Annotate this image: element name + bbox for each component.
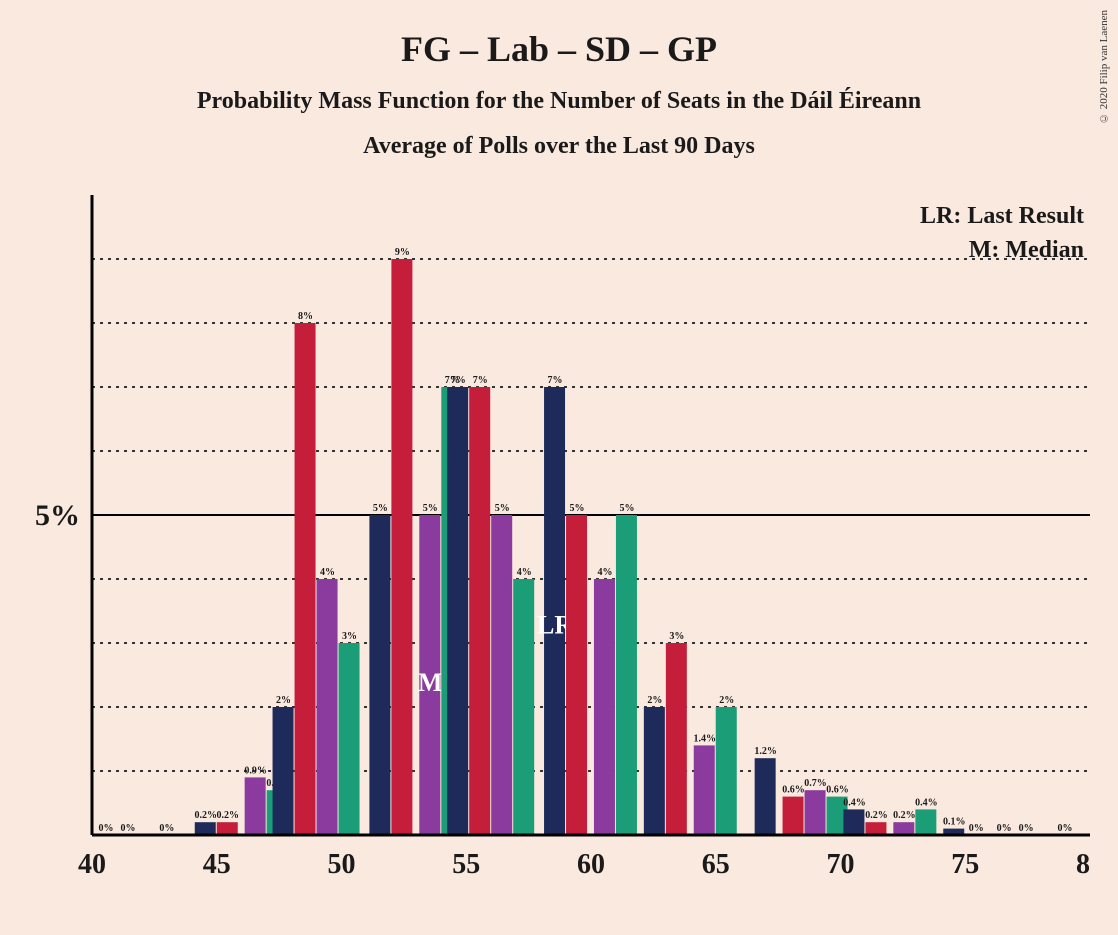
bar [469,387,490,835]
bar-value-label: 2% [719,695,734,706]
bar-value-label: 5% [570,503,585,514]
bar [594,579,615,835]
bar-value-label: 4% [320,567,335,578]
x-tick-label: 40 [78,849,106,880]
bar-value-label: 2% [276,695,291,706]
bar-value-label: 4% [517,567,532,578]
legend-lr: LR: Last Result [920,203,1084,229]
bar [616,515,637,835]
x-tick-label: 80 [1076,849,1090,880]
bar [447,387,468,835]
bar-value-label: 0.6% [826,785,849,796]
bar [369,515,390,835]
bar [245,777,266,835]
bar-value-label: 7% [451,375,466,386]
bar [755,758,776,835]
bar [843,809,864,835]
bar [805,790,826,835]
bar-value-label: 0% [98,823,113,834]
bar [217,822,238,835]
legend-m: M: Median [969,237,1084,263]
bar-value-label: 1.4% [694,733,717,744]
bar-value-label: 8% [298,311,313,322]
x-tick-label: 60 [577,849,605,880]
bar-value-label: 0% [159,823,174,834]
bar [391,259,412,835]
bar-value-label: 2% [647,695,662,706]
bar-value-label: 0.1% [943,817,966,828]
bar-value-label: 5% [619,503,634,514]
bar-value-label: 9% [395,247,410,258]
bar [491,515,512,835]
chart-title: FG – Lab – SD – GP [0,28,1118,70]
bar [317,579,338,835]
chart-subtitle-1: Probability Mass Function for the Number… [0,88,1118,115]
bar [893,822,914,835]
x-tick-label: 55 [452,849,480,880]
bar-value-label: 0.6% [782,785,805,796]
bar [783,797,804,835]
bar [195,822,216,835]
x-tick-label: 50 [328,849,356,880]
y-axis-label: 5% [35,499,80,532]
bar-value-label: 0% [1058,823,1073,834]
bar-value-label: 5% [373,503,388,514]
bar-value-label: 0.4% [915,797,938,808]
bar-value-label: 3% [669,631,684,642]
bar-value-label: 0.7% [804,778,827,789]
bar-value-label: 7% [473,375,488,386]
bar-value-label: 0% [969,823,984,834]
chart-subtitle-2: Average of Polls over the Last 90 Days [0,133,1118,160]
x-tick-label: 45 [203,849,231,880]
chart-container: © 2020 Filip van Laenen FG – Lab – SD – … [0,0,1118,924]
bar [644,707,665,835]
bar [716,707,737,835]
bar [295,323,316,835]
bar-value-label: 0.2% [195,810,218,821]
bar-value-label: 5% [495,503,510,514]
bar [513,579,534,835]
bar [666,643,687,835]
bar-value-label: 0.2% [893,810,916,821]
bar-value-label: 0.9% [244,765,267,776]
bar-value-label: 1.2% [754,746,777,757]
bar [865,822,886,835]
bar [273,707,294,835]
x-tick-label: 65 [702,849,730,880]
bar [339,643,360,835]
bar-value-label: 0% [1019,823,1034,834]
bar-value-label: 0.2% [865,810,888,821]
bar [694,745,715,835]
x-tick-label: 70 [827,849,855,880]
bar-value-label: 5% [423,503,438,514]
x-tick-label: 75 [951,849,979,880]
bar-value-label: 4% [597,567,612,578]
bar-value-label: 3% [342,631,357,642]
bar-marker: M [418,668,443,697]
bar [566,515,587,835]
bar-value-label: 0% [120,823,135,834]
bar-value-label: 7% [548,375,563,386]
bar-value-label: 0% [997,823,1012,834]
bar-value-label: 0.4% [843,797,866,808]
bar [915,809,936,835]
bar-value-label: 0.2% [217,810,240,821]
copyright-text: © 2020 Filip van Laenen [1098,10,1110,124]
plot-area: 5%0%0%0%0.2%0.2%0.9%0.7%2%8%4%3%5%9%5%M7… [32,195,1090,935]
